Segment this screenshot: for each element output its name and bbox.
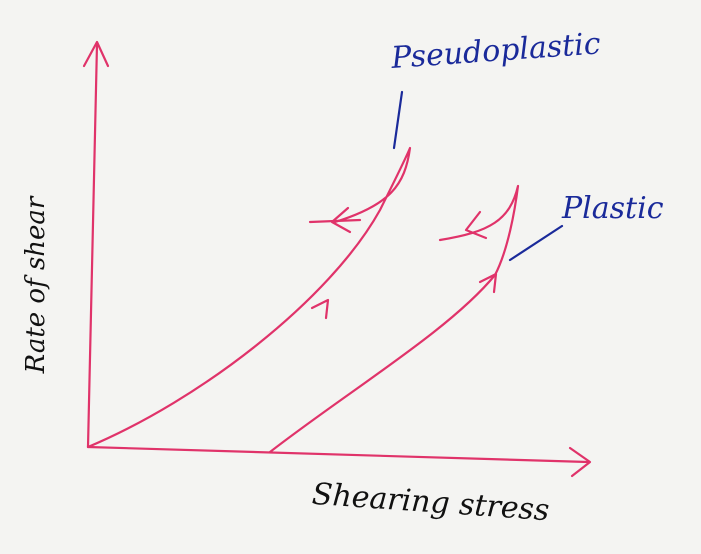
tick-mark	[308, 218, 362, 224]
x-axis-arrow	[568, 446, 592, 478]
x-axis	[86, 445, 590, 464]
y-axis-label: Rate of shear	[21, 195, 51, 374]
pseudoplastic-curve	[86, 146, 412, 449]
up-arrow	[478, 272, 498, 294]
down-arrow	[464, 210, 488, 240]
up-arrow	[310, 298, 330, 320]
plastic-curve	[268, 184, 520, 454]
pointer-line	[508, 224, 564, 262]
y-axis	[86, 42, 99, 449]
pointer-line	[392, 90, 404, 150]
y-axis-arrow	[82, 40, 110, 68]
label-plastic: Plastic	[561, 191, 664, 226]
